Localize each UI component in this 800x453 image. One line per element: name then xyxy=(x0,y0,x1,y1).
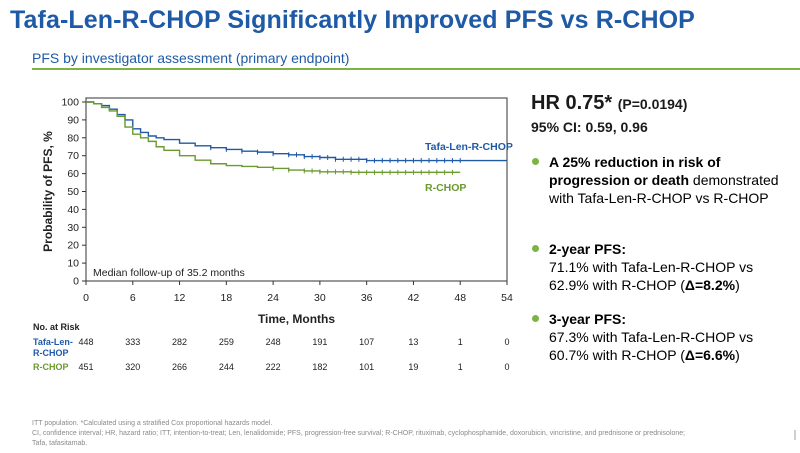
page-edge-mark xyxy=(794,430,796,440)
at-risk-value: 333 xyxy=(125,337,140,347)
bullet-risk-reduction-bold: A 25% reduction in risk of progression o… xyxy=(549,154,721,188)
at-risk-value: 101 xyxy=(359,362,374,372)
bullet-3yr-line3-post: ) xyxy=(735,347,740,363)
at-risk-row-label: R-CHOP xyxy=(33,362,69,372)
at-risk-value: 282 xyxy=(172,337,187,347)
x-tick-label: 48 xyxy=(454,292,466,304)
x-tick-label: 36 xyxy=(361,292,373,304)
at-risk-value: 448 xyxy=(78,337,93,347)
y-tick-label: 10 xyxy=(67,258,79,270)
x-tick-label: 30 xyxy=(314,292,326,304)
at-risk-value: 0 xyxy=(504,337,509,347)
at-risk-value: 1 xyxy=(458,337,463,347)
at-risk-row-label: Tafa-Len- xyxy=(33,337,73,347)
bullet-2yr-pfs: 2-year PFS: 71.1% with Tafa-Len-R-CHOP v… xyxy=(531,240,789,294)
at-risk-value: 222 xyxy=(266,362,281,372)
x-tick-label: 24 xyxy=(267,292,279,304)
bullet-2yr-line3-pre: 62.9% with R-CHOP ( xyxy=(549,277,685,293)
x-tick-label: 54 xyxy=(501,292,513,304)
at-risk-value: 266 xyxy=(172,362,187,372)
summary-panel: HR 0.75* (P=0.0194) 95% CI: 0.59, 0.96 xyxy=(531,92,791,135)
bullet-dot-icon xyxy=(532,245,539,252)
y-tick-label: 50 xyxy=(67,186,79,198)
median-followup-annotation: Median follow-up of 35.2 months xyxy=(93,267,245,279)
bullet-2yr-line3-post: ) xyxy=(735,277,740,293)
plot-frame xyxy=(85,97,508,282)
at-risk-value: 182 xyxy=(312,362,327,372)
x-tick-label: 18 xyxy=(220,292,232,304)
y-tick-label: 0 xyxy=(73,276,79,288)
footnotes: ITT population. *Calculated using a stra… xyxy=(32,419,792,449)
y-tick-label: 70 xyxy=(67,150,79,162)
bullet-3yr-heading: 3-year PFS: xyxy=(549,311,627,327)
at-risk-value: 19 xyxy=(408,362,418,372)
at-risk-value: 320 xyxy=(125,362,140,372)
at-risk-value: 13 xyxy=(408,337,418,347)
bullet-2yr-delta: Δ=8.2% xyxy=(684,277,736,293)
confidence-interval: 95% CI: 0.59, 0.96 xyxy=(531,119,648,135)
series-label-tafa-len-r-chop: Tafa-Len-R-CHOP xyxy=(425,141,513,153)
at-risk-value: 107 xyxy=(359,337,374,347)
p-value: (P=0.0194) xyxy=(617,96,688,112)
at-risk-value: 0 xyxy=(504,362,509,372)
at-risk-header: No. at Risk xyxy=(33,322,81,332)
bullet-3yr-line3-pre: 60.7% with R-CHOP ( xyxy=(549,347,685,363)
at-risk-row-label: R-CHOP xyxy=(33,348,69,358)
bullet-3yr-delta: Δ=6.6% xyxy=(684,347,736,363)
x-tick-label: 0 xyxy=(83,292,89,304)
bullet-dot-icon xyxy=(532,158,539,165)
at-risk-value: 248 xyxy=(266,337,281,347)
footnote-line-1: ITT population. *Calculated using a stra… xyxy=(32,420,273,427)
title-divider xyxy=(32,68,800,70)
x-tick-label: 42 xyxy=(408,292,420,304)
x-tick-label: 12 xyxy=(174,292,186,304)
footnote-line-3: Tafa, tafasitamab. xyxy=(32,440,88,447)
hazard-ratio: HR 0.75* (P=0.0194) xyxy=(531,92,791,115)
at-risk-value: 244 xyxy=(219,362,234,372)
bullet-2yr-line2: 71.1% with Tafa-Len-R-CHOP vs xyxy=(549,259,754,275)
y-tick-label: 30 xyxy=(67,222,79,234)
hr-value: HR 0.75* xyxy=(531,92,613,114)
footnote-line-2: CI, confidence interval; HR, hazard rati… xyxy=(32,430,686,437)
at-risk-value: 451 xyxy=(78,362,93,372)
bullet-3yr-line2: 67.3% with Tafa-Len-R-CHOP vs xyxy=(549,329,754,345)
bullet-2yr-heading: 2-year PFS: xyxy=(549,241,627,257)
y-axis-label: Probability of PFS, % xyxy=(41,131,55,252)
y-tick-label: 20 xyxy=(67,240,79,252)
tafa-len-r-chop-curve xyxy=(86,101,507,162)
bullet-dot-icon xyxy=(532,315,539,322)
x-axis-label: Time, Months xyxy=(258,312,335,326)
bullet-3yr-pfs: 3-year PFS: 67.3% with Tafa-Len-R-CHOP v… xyxy=(531,310,789,364)
series-label-r-chop: R-CHOP xyxy=(425,182,466,194)
y-tick-label: 100 xyxy=(61,97,79,109)
y-tick-label: 60 xyxy=(67,168,79,180)
slide-subtitle: PFS by investigator assessment (primary … xyxy=(32,50,350,66)
bullet-risk-reduction: A 25% reduction in risk of progression o… xyxy=(531,153,789,207)
at-risk-value: 191 xyxy=(312,337,327,347)
r-chop-curve xyxy=(86,101,461,174)
y-tick-label: 90 xyxy=(67,114,79,126)
x-tick-label: 6 xyxy=(130,292,136,304)
at-risk-value: 259 xyxy=(219,337,234,347)
at-risk-value: 1 xyxy=(458,362,463,372)
bullet-risk-reduction-text: demonstrated with Tafa-Len-R-CHOP vs R-C… xyxy=(549,172,779,206)
slide-title: Tafa-Len-R-CHOP Significantly Improved P… xyxy=(10,6,695,34)
y-tick-label: 80 xyxy=(67,132,79,144)
y-tick-label: 40 xyxy=(67,204,79,216)
